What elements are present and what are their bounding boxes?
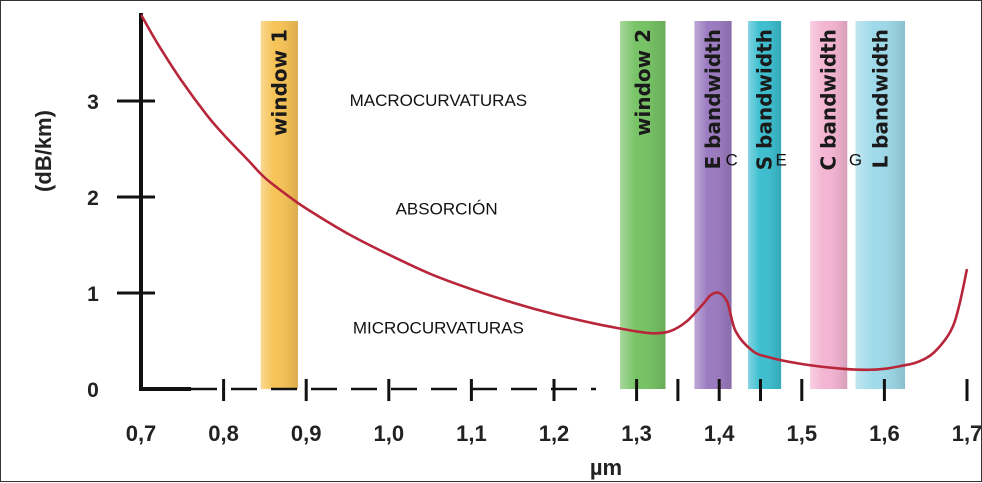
annotation-c: C <box>725 150 737 169</box>
band-window-1: window 1 <box>260 21 298 389</box>
band-shade <box>855 21 906 389</box>
x-tick-label: 1,2 <box>539 421 570 446</box>
attenuation-curve <box>141 13 969 372</box>
annotation-absorci-n: ABSORCIÓN <box>396 199 498 218</box>
annotation-e: E <box>775 150 786 169</box>
x-tick-label: 0,9 <box>291 421 322 446</box>
band-shade <box>694 21 732 389</box>
x-tick-label: 1,5 <box>787 421 818 446</box>
x-axis-title: µm <box>590 455 622 480</box>
annotations-layer: MACROCURVATURAS ABSORCIÓN MICROCURVATURAS C… <box>350 91 863 338</box>
band-window-2: window 2 <box>620 21 666 389</box>
y-tick-label: 3 <box>87 91 99 114</box>
band-l-bandwidth: L bandwidth <box>855 21 906 389</box>
band-shade <box>620 21 666 389</box>
band-label: C bandwidth <box>817 29 841 170</box>
x-tick-label: 1,0 <box>374 421 405 446</box>
band-label: window 2 <box>631 29 655 136</box>
annotation-macrocurvaturas: MACROCURVATURAS <box>350 91 528 110</box>
y-tick-label: 1 <box>87 283 99 306</box>
x-tick-label: 0,7 <box>126 421 157 446</box>
x-tick-label: 1,1 <box>456 421 487 446</box>
axes-layer: 0 1 2 3 0,7 0,8 0,9 1,0 1,1 1,2 1,3 1,4 1,5 1,6 1,7 <box>87 13 982 446</box>
annotation-microcurvaturas: MICROCURVATURAS <box>353 318 524 337</box>
x-tick-label: 1,7 <box>952 421 982 446</box>
curve-layer <box>141 13 969 372</box>
y-tick-label: 2 <box>87 187 99 210</box>
bands-layer: window 1 window 2 E bandwidth S bandwidth C … <box>260 21 906 389</box>
band-shade <box>810 21 848 389</box>
x-tick-label: 1,4 <box>704 421 735 446</box>
y-tick-label: 0 <box>87 379 99 402</box>
x-tick-label: 0,8 <box>208 421 239 446</box>
x-tick-label: 1,6 <box>869 421 900 446</box>
band-e-bandwidth: E bandwidth <box>694 21 732 389</box>
band-shade <box>260 21 298 389</box>
annotation-g: G <box>849 150 862 169</box>
band-c-bandwidth: C bandwidth <box>810 21 848 389</box>
band-label: S bandwidth <box>753 29 777 170</box>
band-shade <box>748 21 782 389</box>
band-label: L bandwidth <box>868 29 892 169</box>
band-label: E bandwidth <box>701 29 725 169</box>
x-tick-label: 1,3 <box>621 421 652 446</box>
band-label: window 1 <box>267 29 291 136</box>
y-axis-title: (dB/km) <box>31 110 56 192</box>
band-s-bandwidth: S bandwidth <box>748 21 782 389</box>
